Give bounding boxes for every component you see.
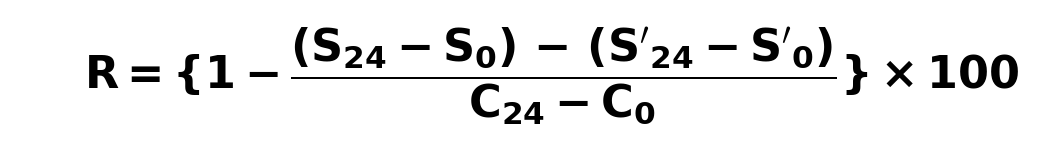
Text: $\mathbf{R=\{1-\dfrac{(S_{24}-S_{0})\,-\,(S^{\prime}{}_{24}-S^{\prime}{}_{0})}{C: $\mathbf{R=\{1-\dfrac{(S_{24}-S_{0})\,-\… xyxy=(84,25,1019,126)
